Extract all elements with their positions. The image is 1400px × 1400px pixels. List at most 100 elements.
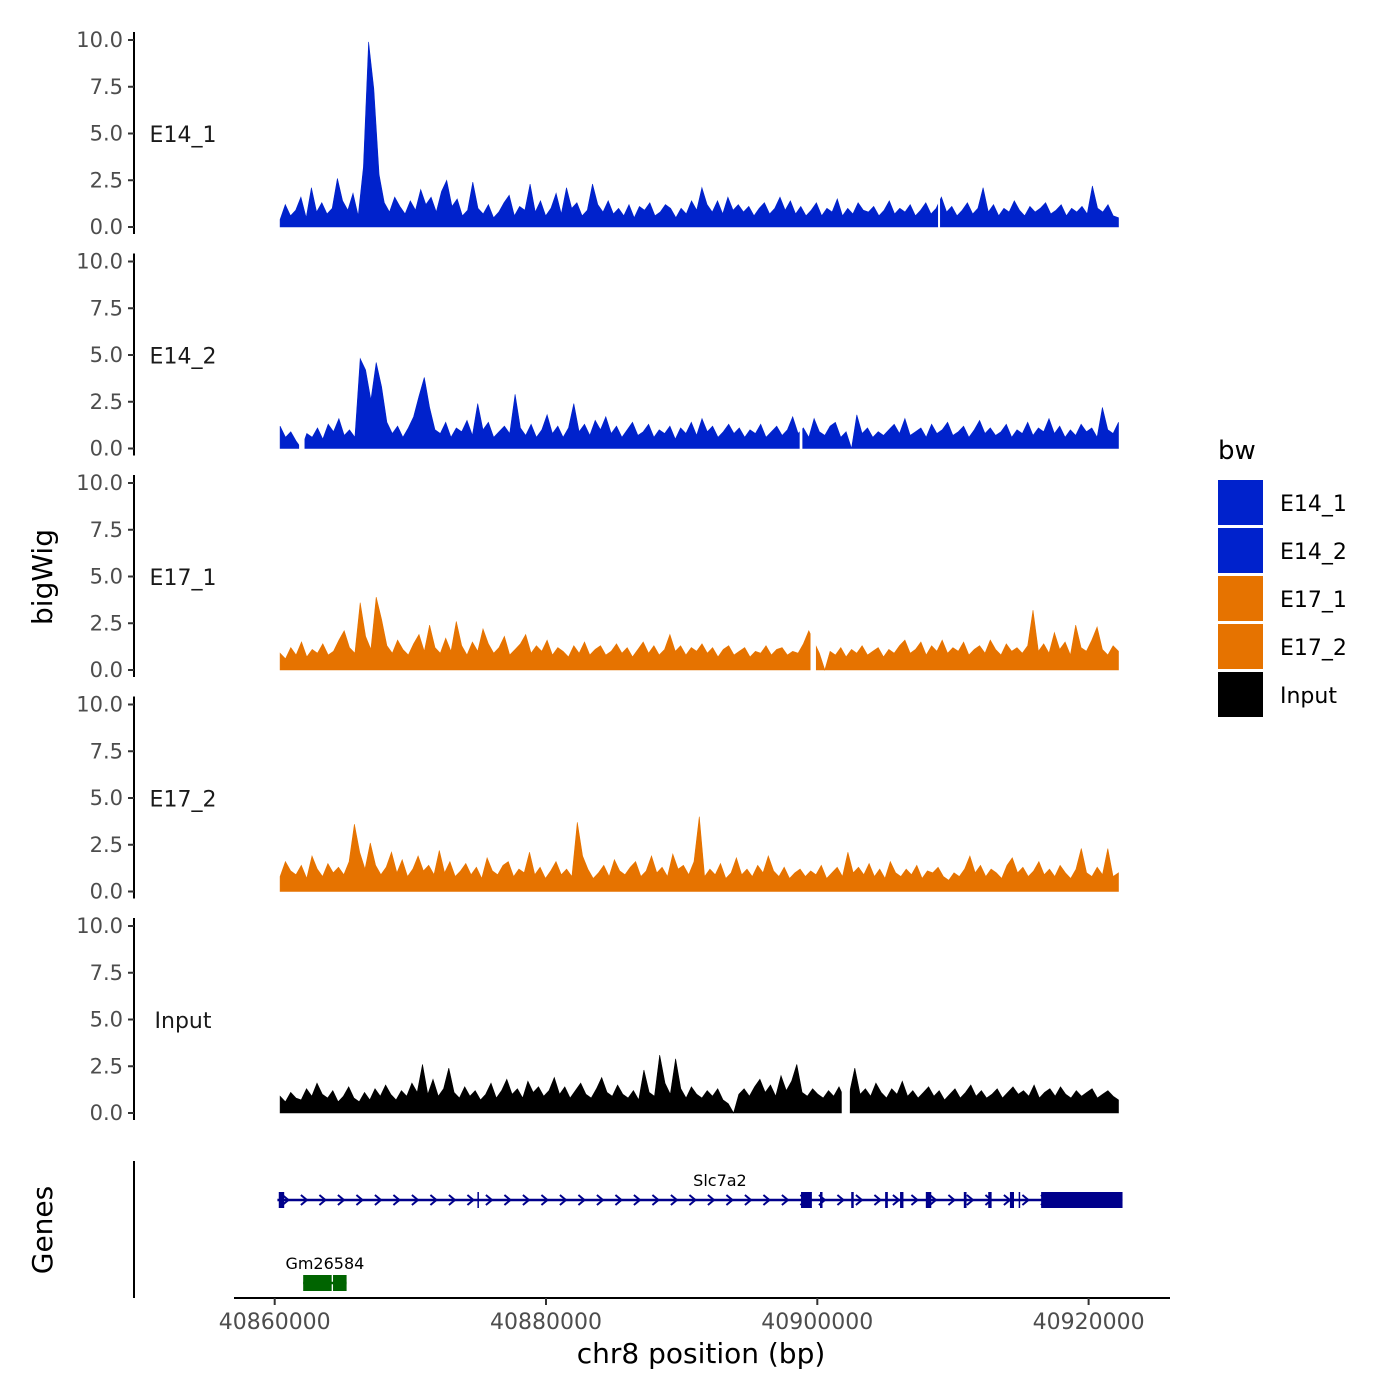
strand-chevron	[355, 1194, 364, 1206]
coverage-gap	[799, 259, 803, 451]
exon	[900, 1192, 904, 1208]
y-tick-label: 2.5	[90, 390, 123, 414]
coverage-gap	[841, 924, 850, 1115]
strand-chevron	[596, 1194, 605, 1206]
strand-chevron	[836, 1194, 845, 1206]
strand-chevron	[947, 1194, 956, 1206]
strand-chevron	[540, 1194, 549, 1206]
y-tick-label: 10.0	[76, 471, 123, 495]
y-tick-label: 7.5	[90, 75, 123, 99]
strand-chevron	[707, 1194, 716, 1206]
y-tick-label: 10.0	[76, 28, 123, 52]
bigwig-panels: 0.0 2.5 5.0 7.5 10.0 E14_1 0.0 2.5 5.0 7.5 10.0 E14…	[76, 28, 1119, 1125]
panel-E14_2: 0.0 2.5 5.0 7.5 10.0 E14_2	[76, 250, 1119, 461]
panel-label-E17_2: E17_2	[150, 788, 217, 813]
strand-chevron	[633, 1194, 642, 1206]
area-E17_1	[279, 597, 1119, 672]
gene-label-Slc7a2: Slc7a2	[693, 1171, 747, 1190]
exon	[885, 1192, 888, 1208]
y-tick-label: 7.5	[90, 296, 123, 320]
x-axis: 40860000 40880000 40900000 40920000	[219, 1297, 1170, 1335]
y-tick-label: 2.5	[90, 833, 123, 857]
strand-chevron	[688, 1194, 697, 1206]
exon	[851, 1192, 854, 1208]
strand-chevron	[892, 1194, 901, 1206]
x-axis-title: chr8 position (bp)	[577, 1337, 826, 1370]
exon	[278, 1192, 285, 1208]
coverage-gap	[810, 481, 816, 672]
strand-chevron	[448, 1194, 457, 1206]
area-Input	[279, 1054, 1119, 1114]
y-tick-label: 5.0	[90, 786, 123, 810]
y-tick-label: 7.5	[90, 739, 123, 763]
strand-chevron	[744, 1194, 753, 1206]
strand-chevron	[466, 1194, 475, 1206]
strand-chevron	[318, 1194, 327, 1206]
strand-chevron	[485, 1194, 494, 1206]
gene-track: Genes Slc7a2 Gm26584	[26, 1161, 1123, 1298]
panel-label-E17_1: E17_1	[150, 566, 217, 591]
strand-chevron	[651, 1194, 660, 1206]
exon	[988, 1192, 992, 1208]
legend-label-E14_1: E14_1	[1280, 492, 1347, 517]
x-tick-label: 40880000	[490, 1310, 602, 1335]
y-tick-label: 5.0	[90, 122, 123, 146]
strand-chevron	[281, 1194, 290, 1206]
coverage-gap	[938, 38, 941, 229]
panel-Input: 0.0 2.5 5.0 7.5 10.0 Input	[76, 914, 1119, 1125]
y-tick-label: 0.0	[90, 437, 123, 461]
legend-label-E14_2: E14_2	[1280, 540, 1347, 565]
y-tick-label: 0.0	[90, 215, 123, 239]
legend-key-Input	[1218, 672, 1263, 717]
exon	[333, 1275, 347, 1291]
strand-chevron	[762, 1194, 771, 1206]
strand-chevron	[429, 1194, 438, 1206]
y-tick-label: 0.0	[90, 658, 123, 682]
strand-chevron	[374, 1194, 383, 1206]
legend-key-E17_1	[1218, 576, 1263, 621]
y-axis-title: bigWig	[26, 529, 59, 625]
gene-label-Gm26584: Gm26584	[285, 1254, 364, 1273]
y-tick-label: 2.5	[90, 168, 123, 192]
legend: bw E14_1 E14_2 E17_1 E17_2 Input	[1218, 436, 1347, 717]
panel-E14_1: 0.0 2.5 5.0 7.5 10.0 E14_1	[76, 28, 1119, 239]
strand-chevron	[781, 1194, 790, 1206]
legend-key-E17_2	[1218, 624, 1263, 669]
panel-label-E14_2: E14_2	[150, 345, 217, 370]
strand-chevron	[670, 1194, 679, 1206]
strand-chevron	[725, 1194, 734, 1206]
strand-chevron	[1021, 1194, 1030, 1206]
strand-chevron	[1003, 1194, 1012, 1206]
exon	[820, 1192, 823, 1208]
strand-chevron	[855, 1194, 864, 1206]
area-E14_2	[279, 357, 1119, 450]
strand-chevron	[503, 1194, 512, 1206]
strand-chevron	[614, 1194, 623, 1206]
gene-Gm26584: Gm26584	[285, 1254, 364, 1291]
y-tick-label: 10.0	[76, 914, 123, 938]
strand-chevron	[966, 1194, 975, 1206]
strand-chevron	[300, 1194, 309, 1206]
x-tick-label: 40860000	[219, 1310, 331, 1335]
coverage-gap	[299, 259, 305, 451]
strand-chevron	[559, 1194, 568, 1206]
y-tick-label: 5.0	[90, 1008, 123, 1032]
panel-label-E14_1: E14_1	[150, 123, 217, 148]
y-tick-label: 0.0	[90, 1101, 123, 1125]
strand-chevron	[337, 1194, 346, 1206]
exon	[1041, 1192, 1123, 1208]
exon	[1009, 1192, 1014, 1208]
strand-chevron	[411, 1194, 420, 1206]
panel-E17_1: 0.0 2.5 5.0 7.5 10.0 E17_1	[76, 471, 1119, 682]
legend-label-E17_2: E17_2	[1280, 636, 1347, 661]
legend-key-E14_1	[1218, 480, 1263, 525]
area-E14_1	[279, 41, 1119, 228]
y-tick-label: 10.0	[76, 693, 123, 717]
gene-Slc7a2: Slc7a2	[277, 1171, 1123, 1208]
x-tick-label: 40900000	[761, 1310, 873, 1335]
strand-chevron	[577, 1194, 586, 1206]
panel-E17_2: 0.0 2.5 5.0 7.5 10.0 E17_2	[76, 693, 1119, 904]
area-E17_2	[279, 816, 1119, 892]
exon	[303, 1275, 332, 1291]
